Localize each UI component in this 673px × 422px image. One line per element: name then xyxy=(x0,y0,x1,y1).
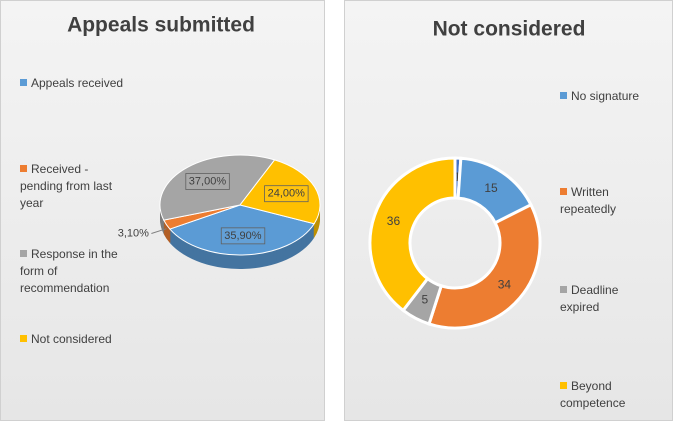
legend-swatch xyxy=(20,79,27,86)
slice xyxy=(159,154,276,221)
legend-item: Deadline expired xyxy=(560,282,660,316)
value-label: 36 xyxy=(387,214,401,228)
legend-item: No signature xyxy=(560,88,660,105)
legend-item: Written repeatedly xyxy=(560,184,660,218)
legend-label: Received - pending from last year xyxy=(20,162,113,210)
chart-title: Not considered xyxy=(433,18,586,41)
value-label: 1 xyxy=(454,170,461,184)
value-label: 3,10% xyxy=(118,227,149,239)
legend-label: Written repeatedly xyxy=(560,185,617,216)
legend-item: Response in the form of recommendation xyxy=(20,246,130,297)
legend-swatch xyxy=(20,335,27,342)
legend-swatch xyxy=(560,286,567,293)
legend-label: Beyond competence xyxy=(560,379,626,410)
donut-segment xyxy=(368,156,457,313)
legend-swatch xyxy=(20,165,27,172)
legend-swatch xyxy=(560,92,567,99)
value-label: 15 xyxy=(484,181,498,195)
value-label: 35,90% xyxy=(224,230,262,242)
value-label: 34 xyxy=(498,277,512,291)
value-label: 5 xyxy=(421,293,428,307)
value-label-box xyxy=(185,173,230,190)
legend-swatch xyxy=(560,188,567,195)
legend-item: Appeals received xyxy=(20,75,130,92)
slice xyxy=(168,204,315,256)
legend-label: No signature xyxy=(571,89,640,103)
legend-swatch xyxy=(20,250,27,257)
value-label: 24,00% xyxy=(268,188,306,200)
legend-label: Appeals received xyxy=(31,76,124,90)
donut-segment xyxy=(427,202,542,330)
legend-label: Not considered xyxy=(31,332,112,346)
leader-line xyxy=(151,228,167,235)
legend-swatch xyxy=(560,382,567,389)
legend-label: Response in the form of recommendation xyxy=(20,247,118,295)
chart-title: Appeals submitted xyxy=(67,14,255,37)
legend-label: Deadline expired xyxy=(560,283,619,314)
value-label: 37,00% xyxy=(189,176,227,188)
legend-item: Beyond competence xyxy=(560,378,660,412)
slice xyxy=(239,159,321,225)
value-label-box xyxy=(220,227,266,245)
legend-item: Received - pending from last year xyxy=(20,161,130,212)
value-label-box xyxy=(264,185,309,203)
legend-item: Not considered xyxy=(20,331,130,348)
